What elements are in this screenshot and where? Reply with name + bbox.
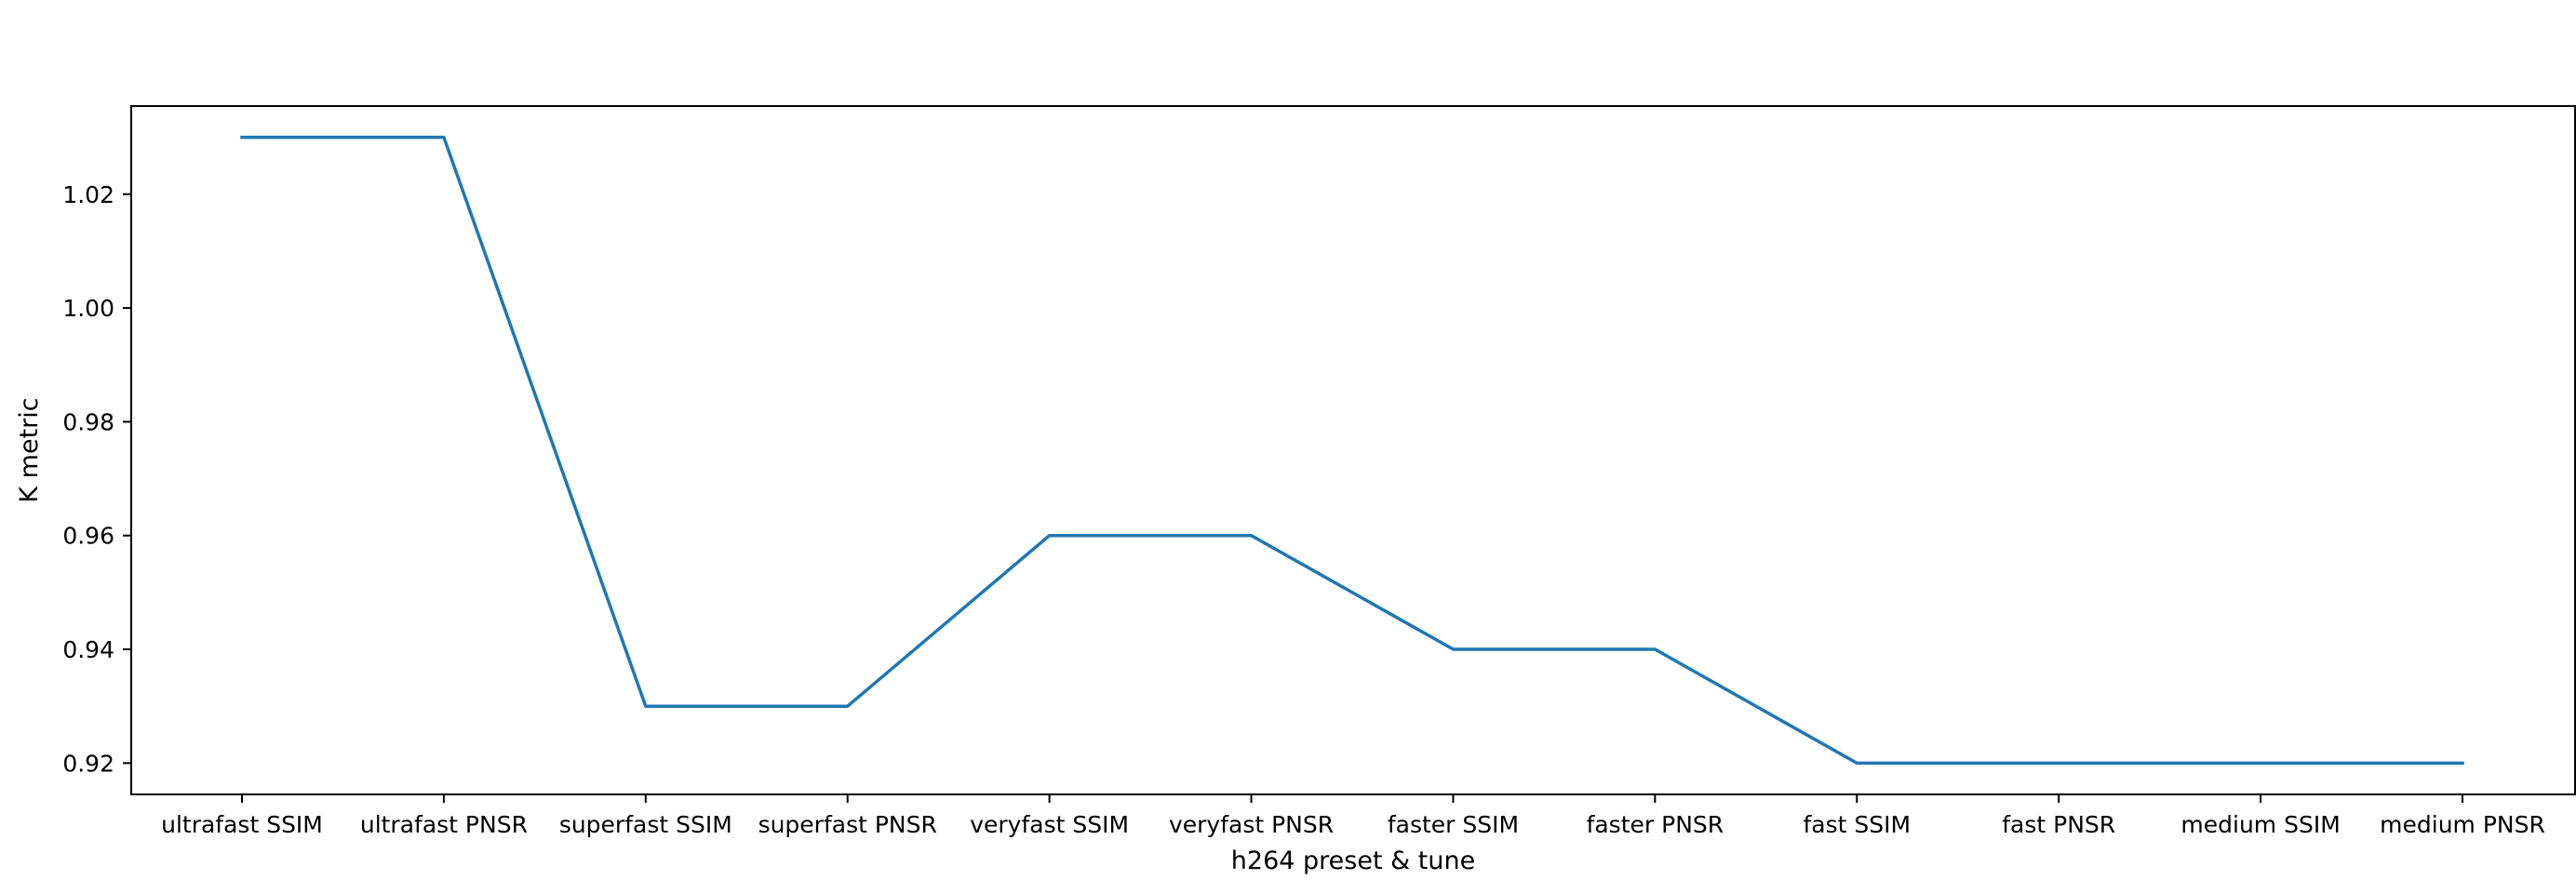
data-point (2461, 761, 2464, 765)
x-tick-label: medium PNSR (2380, 811, 2545, 838)
x-tick-label: ultrafast PNSR (360, 811, 528, 838)
x-tick-label: ultrafast SSIM (161, 811, 323, 838)
y-tick-label: 1.00 (62, 295, 114, 322)
x-tick-label: medium SSIM (2180, 811, 2340, 838)
y-axis-label: K metric (15, 397, 44, 502)
y-tick-label: 1.02 (62, 181, 114, 208)
y-tick-label: 0.98 (62, 408, 114, 435)
x-axis-ticks: ultrafast SSIM ultrafast PNSR superfast SS… (161, 794, 2545, 838)
x-tick-label: veryfast PNSR (1169, 811, 1334, 838)
data-point (1451, 647, 1455, 651)
data-point (644, 704, 648, 708)
x-tick-label: faster SSIM (1388, 811, 1519, 838)
data-point (846, 704, 850, 708)
y-tick-label: 0.94 (62, 636, 114, 663)
x-tick-label: faster PNSR (1587, 811, 1724, 838)
x-tick-label: fast PNSR (2002, 811, 2115, 838)
y-axis-ticks: 0.92 0.94 0.96 0.98 1.00 1.02 (62, 181, 131, 777)
y-tick-label: 0.92 (62, 750, 114, 777)
series-line (240, 135, 2464, 766)
data-point (442, 136, 446, 140)
x-axis-label: h264 preset & tune (1231, 846, 1475, 875)
data-point (1048, 534, 1052, 538)
plot-frame (130, 105, 2576, 795)
y-tick-label: 0.96 (62, 523, 114, 550)
x-tick-label: superfast PNSR (758, 811, 937, 838)
data-point (240, 136, 244, 140)
x-tick-label: veryfast SSIM (970, 811, 1129, 838)
data-point (2259, 761, 2262, 765)
data-point (1250, 534, 1254, 538)
series-layer (240, 135, 2464, 766)
x-tick-label: superfast SSIM (559, 811, 732, 838)
data-point (2057, 761, 2060, 765)
data-point (1855, 761, 1858, 765)
x-tick-label: fast SSIM (1803, 811, 1911, 838)
data-point (1653, 647, 1657, 651)
